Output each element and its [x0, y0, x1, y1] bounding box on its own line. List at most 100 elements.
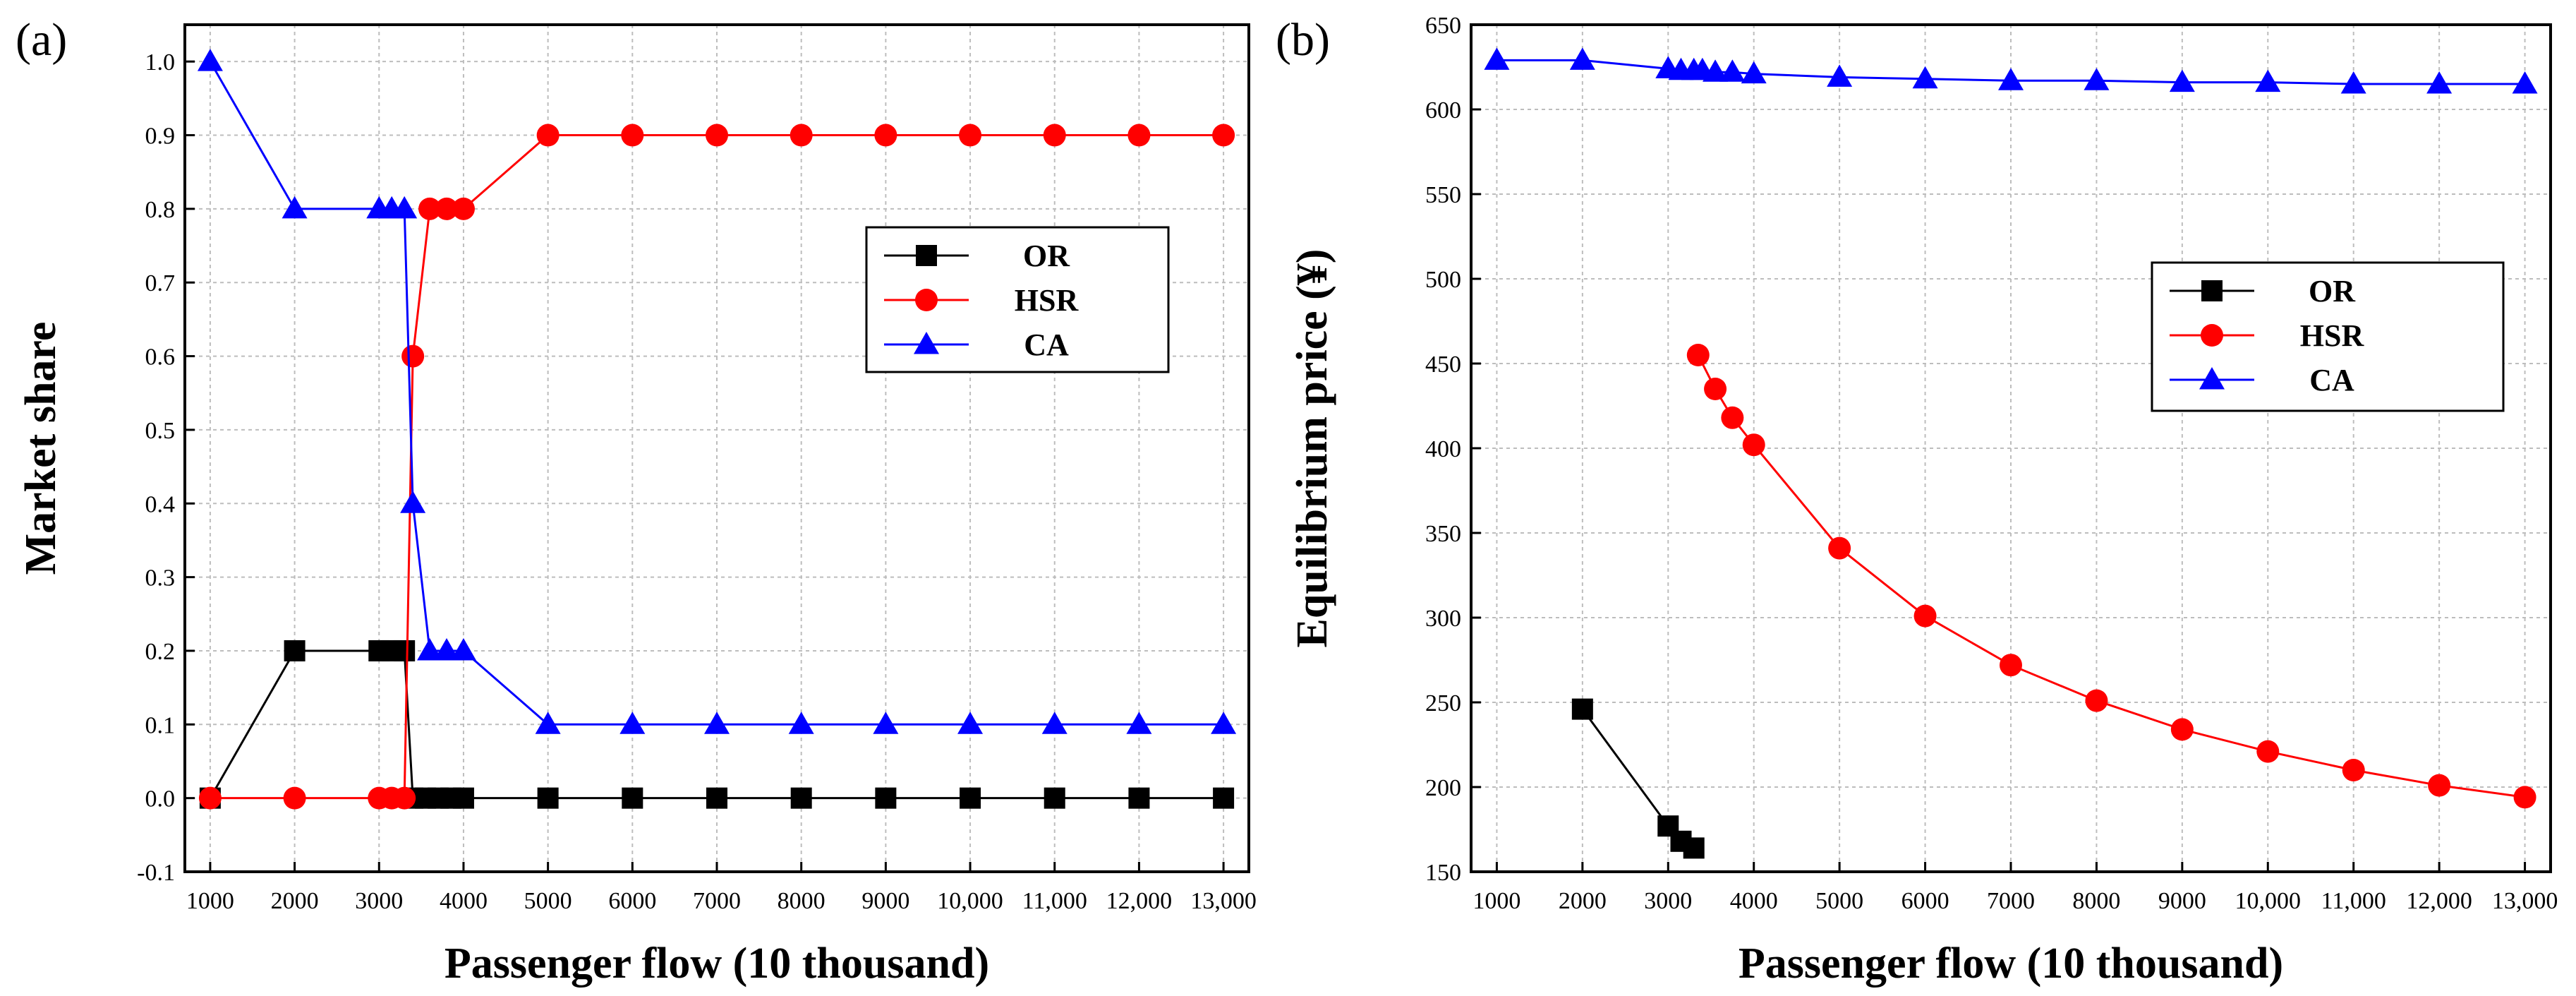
data-point-hsr	[198, 786, 222, 810]
legend-label: CA	[1024, 328, 1069, 362]
data-point-ca	[1211, 712, 1237, 734]
data-point-ca	[2426, 71, 2453, 94]
y-axis-title: Equilibrium price (¥)	[1288, 249, 1336, 648]
y-tick-label: 0.0	[145, 786, 176, 812]
x-tick-label: 1000	[1473, 888, 1520, 914]
grid-lines	[1471, 24, 2551, 872]
data-point-hsr	[401, 344, 425, 368]
data-point-ca	[1569, 47, 1595, 70]
data-point-ca	[434, 637, 460, 661]
legend-marker-ca	[914, 332, 939, 354]
data-point-hsr	[2428, 774, 2451, 797]
data-point-ca	[197, 49, 223, 71]
y-tick-label: 650	[1425, 13, 1461, 39]
series-hsr	[198, 124, 1235, 810]
y-tick-label: 400	[1425, 436, 1461, 462]
y-tick-label: 0.1	[145, 712, 176, 738]
data-point-hsr	[435, 197, 459, 220]
data-point-ca	[2340, 71, 2366, 94]
data-point-hsr	[1704, 378, 1727, 400]
legend-marker-or	[916, 245, 937, 266]
x-tick-label: 8000	[778, 888, 826, 914]
x-axis-title: Passenger flow (10 thousand)	[1739, 940, 2283, 988]
data-point-ca	[417, 637, 443, 661]
x-tick-label: 6000	[1901, 888, 1949, 914]
x-tick-label: 10,000	[2235, 888, 2302, 914]
x-tick-label: 5000	[524, 888, 572, 914]
data-point-ca	[2169, 69, 2195, 92]
y-tick-label: 0.2	[145, 639, 176, 665]
x-tick-label: 8000	[2072, 888, 2120, 914]
y-tick-label: 0.4	[145, 491, 176, 517]
series-or	[1571, 698, 1705, 859]
panel-b-equilibrium-price-chart: (b) 1000 2000 3000 4000 5000 6000 7000 8000 9000 1…	[1276, 13, 2558, 988]
data-point-or	[452, 787, 474, 809]
legend-marker-or	[2201, 280, 2223, 301]
data-point-ca	[788, 712, 814, 734]
data-point-hsr	[959, 124, 982, 147]
data-point-ca	[1484, 47, 1510, 70]
data-point-hsr	[2513, 786, 2536, 809]
legend: OR HSR CA	[2151, 261, 2505, 412]
data-point-hsr	[1212, 124, 1235, 147]
legend-marker-hsr	[2201, 324, 2223, 347]
series-line-hsr	[1697, 354, 2525, 798]
data-point-ca	[1126, 712, 1152, 734]
x-tick-label: 12,000	[2406, 888, 2472, 914]
x-tick-label: 5000	[1815, 888, 1863, 914]
data-point-hsr	[706, 124, 728, 147]
y-tick-label: 500	[1425, 267, 1461, 293]
x-tick-label: 9000	[2158, 888, 2206, 914]
data-point-ca	[1703, 59, 1729, 82]
data-point-or	[1128, 787, 1150, 809]
y-tick-label: -0.1	[137, 860, 175, 886]
x-tick-label: 3000	[1644, 888, 1692, 914]
data-point-hsr	[2342, 759, 2365, 781]
data-point-ca	[2512, 71, 2538, 94]
data-point-or	[1571, 698, 1593, 720]
legend-marker-hsr	[915, 289, 938, 311]
x-tick-label: 4000	[440, 888, 488, 914]
x-tick-label: 1000	[186, 888, 234, 914]
panel-label: (a)	[16, 14, 67, 66]
data-point-hsr	[283, 786, 306, 810]
data-point-ca	[450, 637, 476, 661]
y-tick-label: 0.3	[145, 565, 176, 592]
y-tick-label: 550	[1425, 182, 1461, 208]
x-tick-label: 7000	[693, 888, 741, 914]
data-point-ca	[1912, 66, 1938, 89]
data-point-hsr	[2256, 740, 2280, 763]
data-point-hsr	[452, 197, 475, 220]
data-point-ca	[1719, 59, 1746, 82]
x-tick-label: 2000	[1559, 888, 1607, 914]
x-tick-label: 11,000	[1022, 888, 1087, 914]
data-point-or	[622, 787, 643, 809]
legend-label: OR	[2309, 274, 2356, 308]
data-point-hsr	[1686, 344, 1710, 366]
x-tick-label: 11,000	[2321, 888, 2386, 914]
data-point-or	[790, 787, 812, 809]
data-point-hsr	[1742, 433, 1765, 457]
data-point-hsr	[1043, 124, 1066, 147]
data-point-ca	[282, 196, 308, 219]
data-point-hsr	[2085, 689, 2108, 712]
data-point-ca	[2255, 69, 2281, 92]
data-point-or	[394, 640, 416, 661]
data-point-hsr	[393, 786, 416, 810]
data-point-hsr	[790, 124, 813, 147]
x-tick-label: 13,000	[2492, 888, 2558, 914]
x-tick-label: 6000	[608, 888, 656, 914]
series-ca	[197, 49, 1237, 734]
data-point-ca	[392, 196, 418, 219]
y-tick-label: 200	[1425, 775, 1461, 801]
data-point-ca	[400, 491, 426, 513]
y-tick-label: 450	[1425, 352, 1461, 378]
x-tick-label: 9000	[861, 888, 909, 914]
legend: OR HSR CA	[865, 226, 1170, 373]
x-tick-label: 2000	[271, 888, 319, 914]
y-tick-label: 350	[1425, 521, 1461, 547]
panel-label: (b)	[1276, 14, 1330, 66]
y-tick-label: 0.5	[145, 418, 176, 444]
y-tick-label: 0.8	[145, 197, 176, 223]
